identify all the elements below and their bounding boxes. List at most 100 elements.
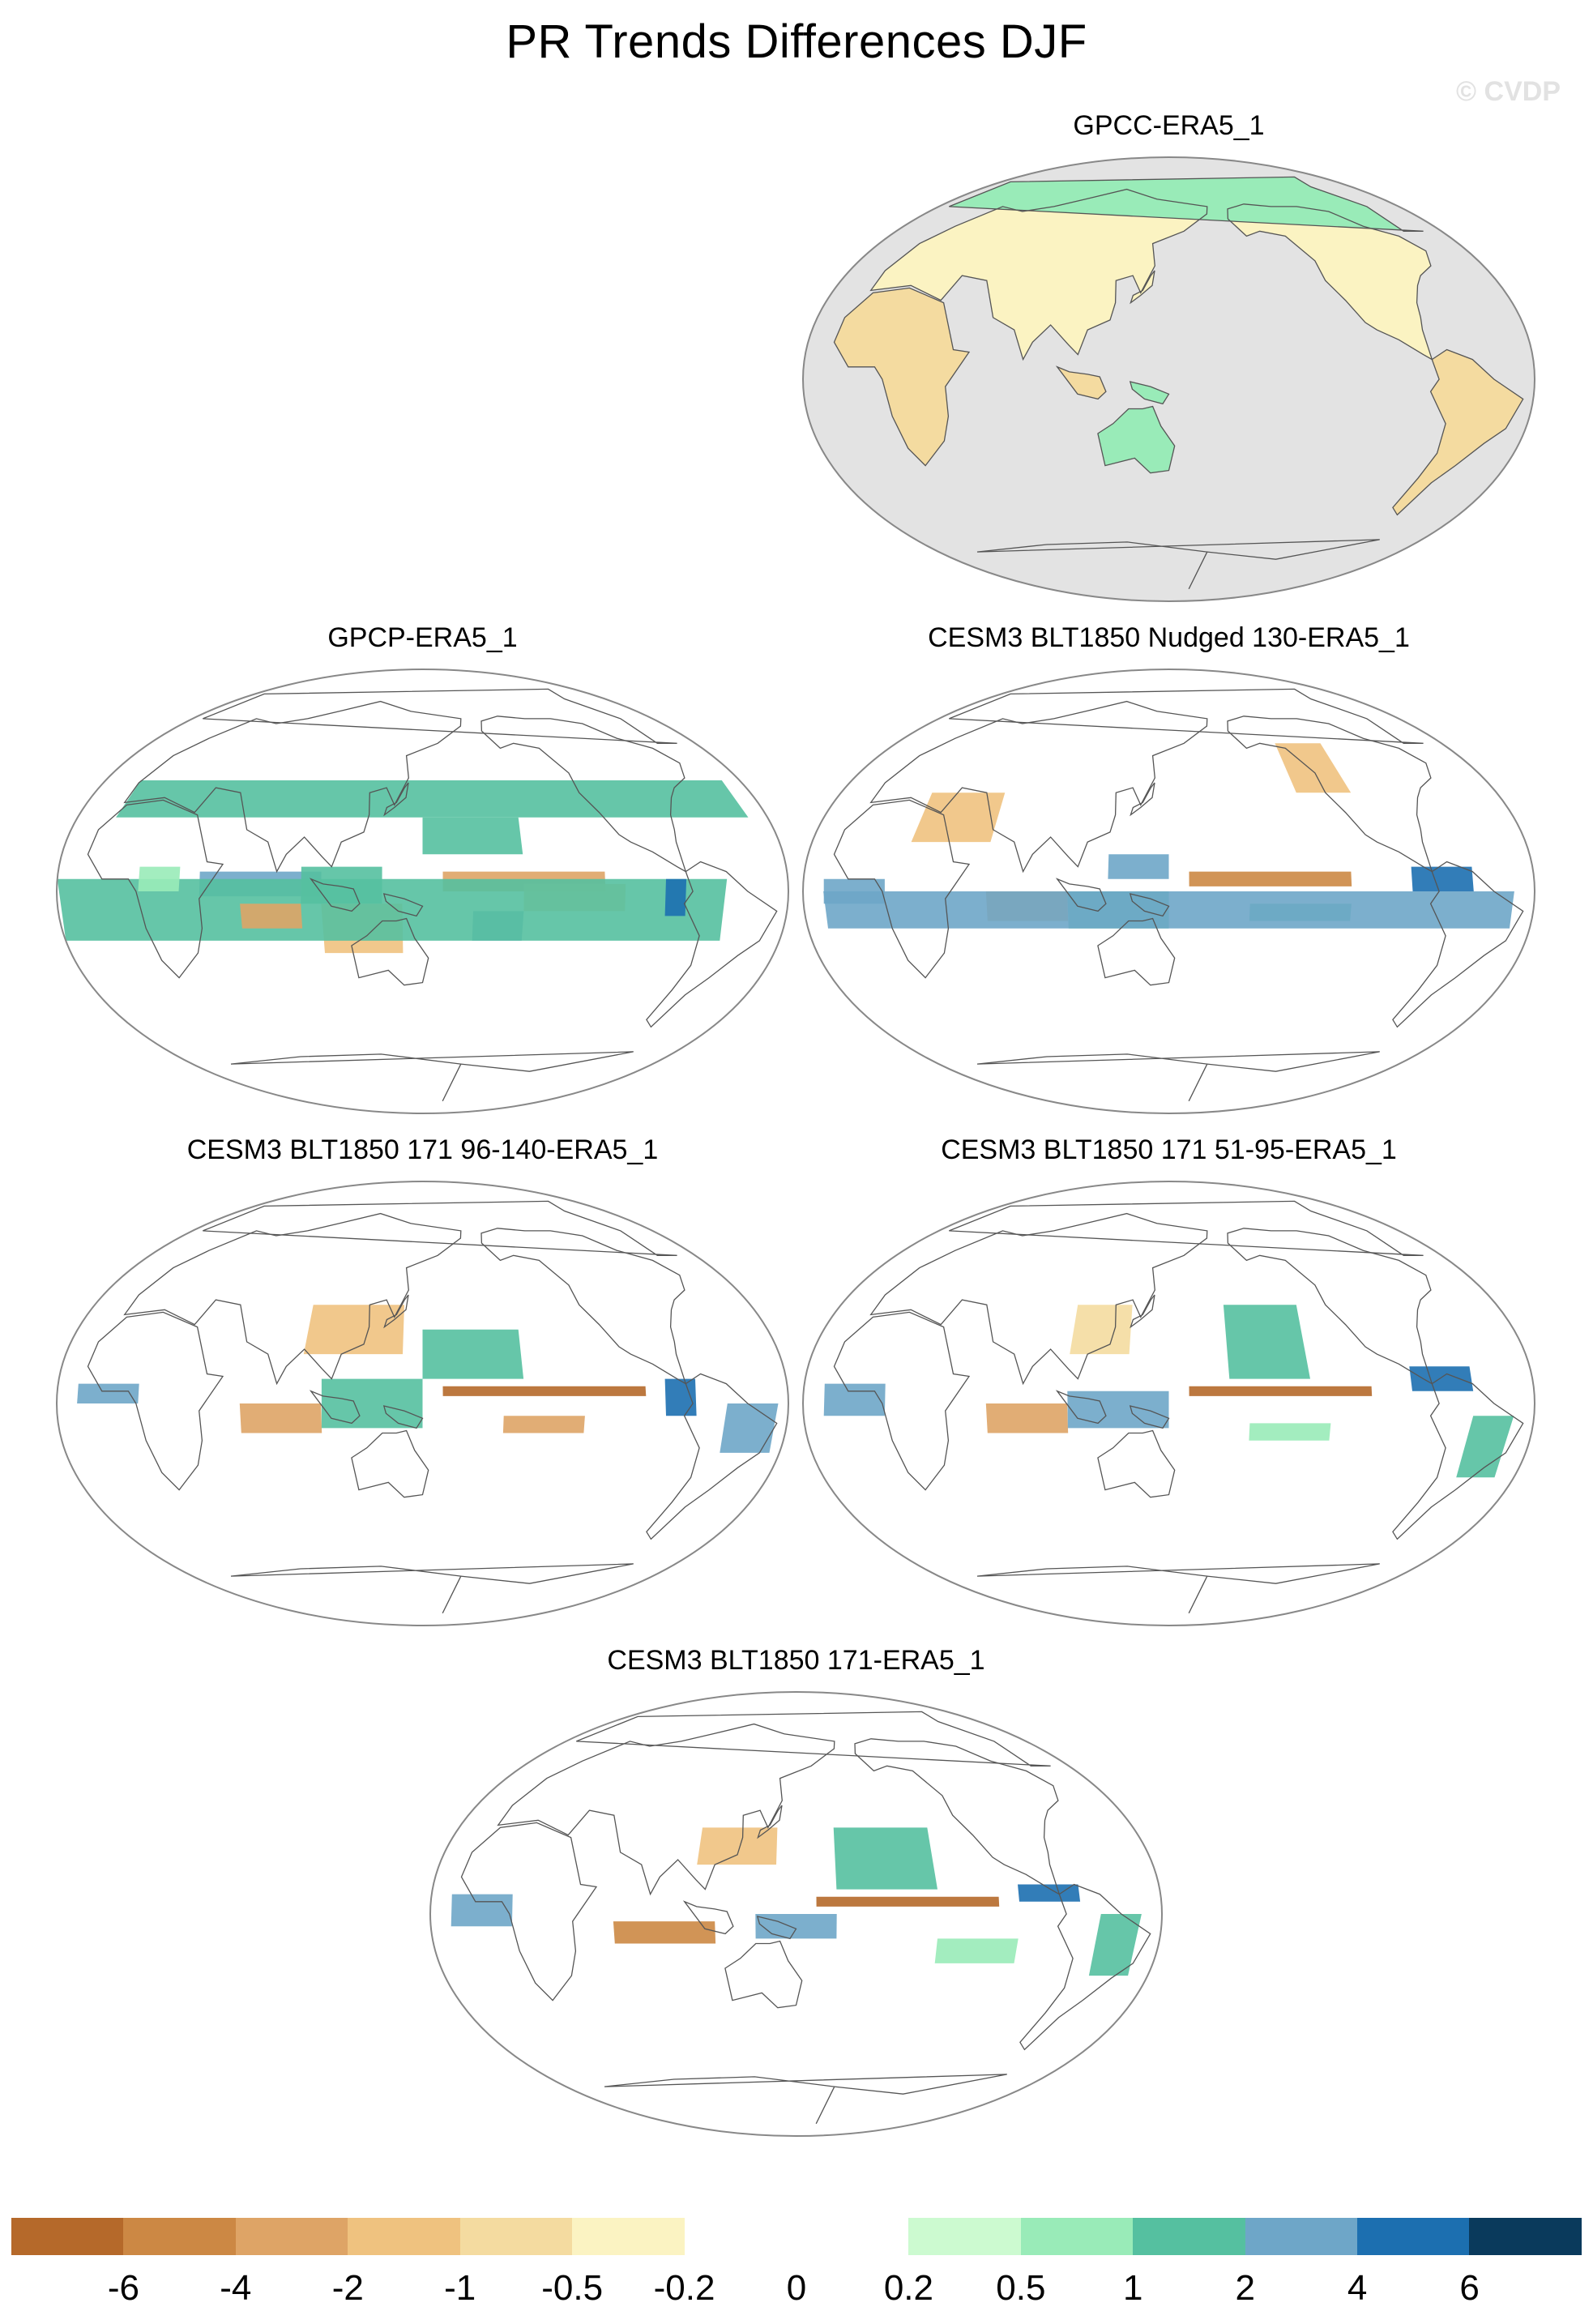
colorbar-swatch	[459, 2218, 573, 2255]
coastline	[230, 1051, 634, 1102]
coastline	[203, 688, 677, 744]
colorbar-swatches	[11, 2218, 1582, 2255]
trend-band	[1189, 1386, 1373, 1396]
map-border	[802, 1181, 1535, 1626]
coastline	[1130, 1294, 1155, 1329]
colorbar-swatch	[572, 2218, 685, 2255]
trend-band	[303, 1305, 404, 1355]
trend-band	[77, 780, 763, 818]
colorbar-labels: -6 -4 -2 -1 -0.5 -0.2 0 0.2 0.5 1 2 4 6	[11, 2268, 1582, 2317]
colorbar-swatch	[235, 2218, 348, 2255]
coastline	[309, 1390, 361, 1425]
map-border	[429, 1691, 1163, 2137]
trend-band	[1088, 1914, 1142, 1976]
land-field	[1097, 406, 1175, 473]
coastline	[1055, 878, 1107, 912]
coastline	[1392, 1373, 1524, 1540]
coastline	[833, 287, 971, 467]
panel-title: GPCC-ERA5_1	[1073, 110, 1265, 141]
map-border	[802, 156, 1535, 602]
map-svg	[802, 156, 1535, 602]
coastline	[1227, 203, 1433, 361]
colorbar-label: -1	[444, 2268, 476, 2308]
coastline	[976, 1563, 1380, 1614]
colorbar-label: 0.2	[883, 2268, 934, 2308]
map-panel-51-95: CESM3 BLT1850 171 51-95-ERA5_1	[798, 1134, 1540, 1645]
map-field	[803, 157, 1535, 601]
colorbar-label: 0	[786, 2268, 807, 2308]
coastline	[646, 1373, 778, 1540]
map-panel-96-140: CESM3 BLT1850 171 96-140-ERA5_1	[52, 1134, 793, 1645]
trend-band	[697, 1827, 778, 1865]
map-field	[57, 669, 788, 1113]
colorbar-label: 6	[1459, 2268, 1480, 2308]
coastline	[756, 1916, 797, 1940]
coastline	[757, 1805, 783, 1839]
colorbar-label: 2	[1235, 2268, 1255, 2308]
coastline	[497, 1723, 835, 1896]
trend-band	[720, 1403, 779, 1453]
trend-band	[138, 866, 181, 891]
colorbar-swatch	[796, 2218, 909, 2255]
coastline	[87, 799, 224, 979]
coastline	[1392, 861, 1524, 1028]
trend-band	[240, 904, 303, 929]
colorbar-swatch	[123, 2218, 236, 2255]
land-field	[1392, 349, 1523, 515]
trend-band	[1249, 1423, 1331, 1441]
colorbar-swatch	[684, 2218, 796, 2255]
land-field	[1228, 203, 1433, 360]
colorbar-label: -0.5	[541, 2268, 604, 2308]
map-field	[57, 1181, 788, 1626]
coastline	[382, 1405, 424, 1429]
coastline	[1227, 1228, 1433, 1385]
coastline	[854, 1738, 1061, 1895]
coastline	[1097, 917, 1176, 986]
colorbar-swatch	[908, 2218, 1021, 2255]
coastline	[833, 799, 971, 979]
trend-band	[321, 1378, 423, 1429]
coastline	[309, 878, 361, 912]
colorbar-swatch	[1469, 2218, 1582, 2255]
coastline	[1129, 893, 1170, 917]
coastline	[230, 1563, 634, 1614]
land-field	[870, 189, 1207, 360]
coastline	[1055, 365, 1107, 400]
coastline	[869, 1212, 1208, 1386]
colorbar-label: -0.2	[653, 2268, 715, 2308]
trend-band	[664, 1378, 697, 1416]
coastline	[949, 176, 1424, 232]
colorbar-label: -4	[220, 2268, 252, 2308]
land-field	[1057, 366, 1106, 399]
map-border	[802, 669, 1535, 1114]
coastline	[460, 1822, 598, 2001]
map-field	[803, 669, 1535, 1113]
trend-band	[613, 1921, 716, 1944]
colorbar-label: 4	[1347, 2268, 1368, 2308]
land-field	[949, 177, 1424, 232]
trend-band	[239, 1403, 322, 1433]
land-field	[1130, 382, 1169, 404]
coastline	[123, 1212, 462, 1386]
coastline	[383, 1294, 409, 1329]
coastline	[604, 2074, 1007, 2125]
coastline	[203, 1200, 677, 1256]
coastline	[646, 861, 778, 1028]
coastline	[480, 716, 687, 873]
coastline	[1097, 405, 1176, 474]
colorbar-label: -2	[331, 2268, 364, 2308]
trend-band	[664, 878, 687, 916]
map-field	[430, 1692, 1162, 2136]
trend-band	[1409, 1366, 1474, 1391]
coastline	[724, 1940, 803, 2009]
trend-band	[1189, 871, 1352, 886]
coastline	[1129, 381, 1170, 405]
panel-title: CESM3 BLT1850 171 51-95-ERA5_1	[941, 1134, 1397, 1165]
panel-title: GPCP-ERA5_1	[327, 622, 518, 653]
trend-band	[1070, 1305, 1133, 1355]
coastline	[123, 700, 462, 874]
trend-band	[1411, 866, 1474, 891]
trend-band	[1067, 1391, 1169, 1429]
map-panel-171: CESM3 BLT1850 171-ERA5_1	[425, 1645, 1167, 2155]
coastline	[976, 539, 1380, 590]
